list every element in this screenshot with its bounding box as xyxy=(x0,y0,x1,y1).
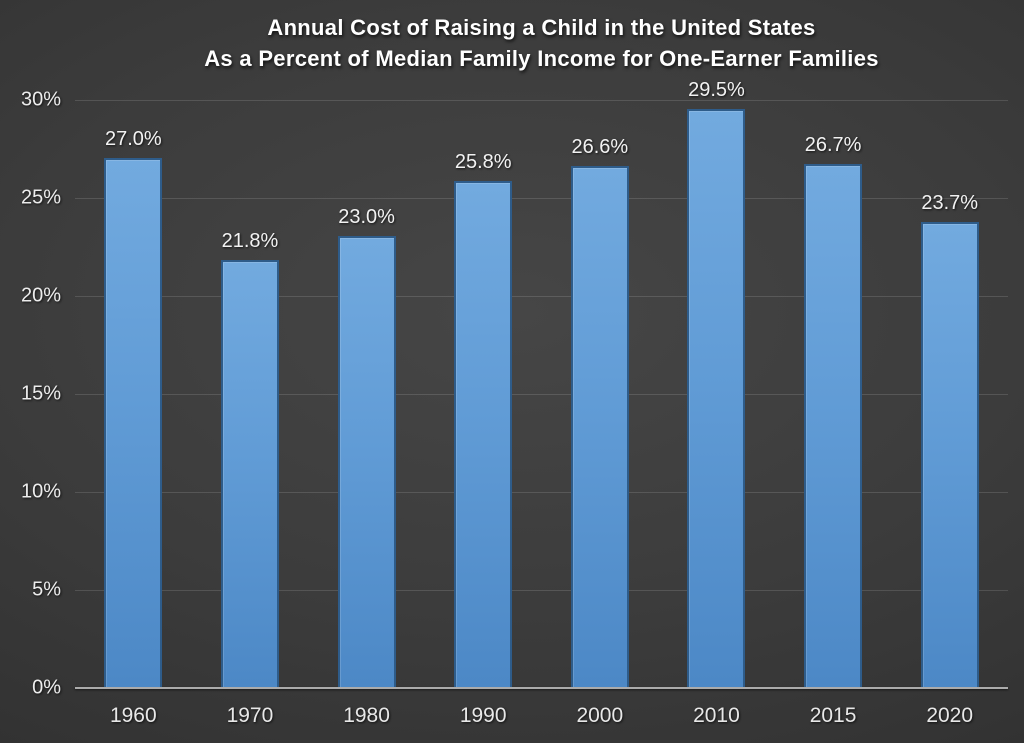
bar-1960 xyxy=(104,157,163,687)
x-axis-category-label-1970: 1970 xyxy=(226,704,274,727)
gridline-10 xyxy=(75,492,1008,493)
bar-value-label-1990: 25.8% xyxy=(454,151,512,174)
bar-value-label-1980: 23.0% xyxy=(338,206,395,229)
plot-area: 0% 5% 10% 15% 20% 25% 30% 27.0% 1960 21.8% 1970 23.… xyxy=(21,79,1008,727)
chart-title-line1: Annual Cost of Raising a Child in the Un… xyxy=(267,15,816,40)
bar-value-label-1970: 21.8% xyxy=(221,229,279,252)
gridline-15 xyxy=(75,394,1008,395)
gridline-5 xyxy=(75,590,1008,591)
x-axis-category-label-2000: 2000 xyxy=(576,704,624,727)
x-axis-category-label-2010: 2010 xyxy=(693,704,740,727)
x-axis-category-label-1990: 1990 xyxy=(459,704,507,727)
bar-value-label-2000: 26.6% xyxy=(571,135,629,158)
y-axis-tick-label-10: 10% xyxy=(20,480,61,503)
x-axis-category-label-2020: 2020 xyxy=(926,704,974,727)
bar-1970 xyxy=(220,259,279,687)
gridline-30 xyxy=(75,100,1008,101)
bar-value-label-2015: 26.7% xyxy=(804,133,862,156)
x-axis-line xyxy=(75,687,1008,689)
bar-value-label-2020: 23.7% xyxy=(921,192,979,215)
bar-2020 xyxy=(920,222,979,687)
x-axis-category-label-2015: 2015 xyxy=(809,704,857,727)
gridline-25 xyxy=(75,198,1008,199)
bar-2015 xyxy=(804,163,863,687)
y-axis-tick-label-0: 0% xyxy=(32,676,61,699)
bar-1980 xyxy=(337,236,396,687)
chart-title-line2: As a Percent of Median Family Income for… xyxy=(204,46,879,71)
bar-2010 xyxy=(687,108,746,687)
y-axis-tick-label-25: 25% xyxy=(20,186,61,209)
y-axis-tick-label-5: 5% xyxy=(32,578,61,601)
chart-title: Annual Cost of Raising a Child in the Un… xyxy=(75,12,1008,74)
bar-1990 xyxy=(454,181,513,687)
bar-value-label-1960: 27.0% xyxy=(104,127,162,150)
x-axis-category-label-1960: 1960 xyxy=(109,704,157,727)
x-axis-category-label-1980: 1980 xyxy=(343,704,390,727)
y-axis-tick-label-15: 15% xyxy=(20,382,61,405)
y-axis-tick-label-30: 30% xyxy=(20,88,61,111)
bar-value-label-2010: 29.5% xyxy=(688,78,745,101)
gridline-20 xyxy=(75,296,1008,297)
y-axis-tick-label-20: 20% xyxy=(20,284,61,307)
bar-2000 xyxy=(570,165,629,687)
